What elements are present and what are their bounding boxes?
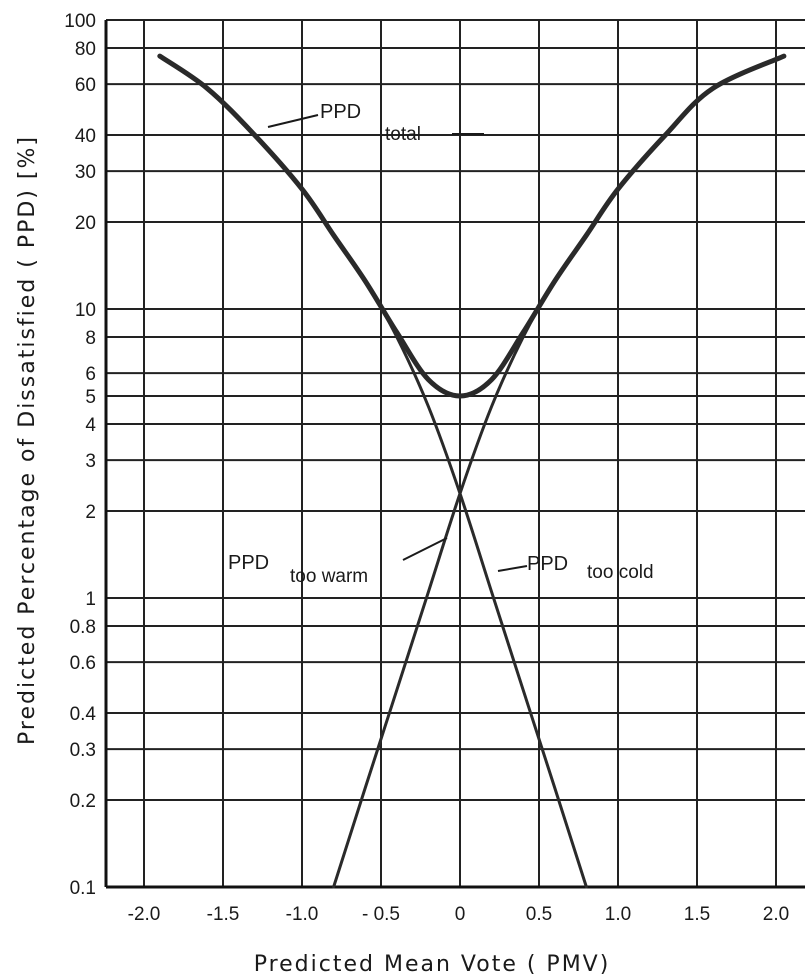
- y-tick-label: 20: [75, 213, 96, 234]
- ppd-warm-sub: too warm: [290, 566, 368, 587]
- annotations: PPD total PPD too warm PPD too cold: [228, 101, 654, 587]
- x-tick-label: 1.0: [605, 904, 631, 925]
- y-tick-label: 5: [85, 387, 96, 408]
- y-tick-label: 100: [64, 11, 96, 32]
- curves: [157, 53, 787, 889]
- ppd-total-pointer: [267, 114, 319, 128]
- x-tick-label: -2.0: [128, 904, 161, 925]
- y-tick-label: 0.6: [70, 653, 96, 674]
- y-tick-label: 10: [75, 300, 96, 321]
- x-tick-label: -1.5: [207, 904, 240, 925]
- ppd-warm-pointer: [402, 537, 448, 561]
- ppd-total-label: PPD: [320, 101, 361, 123]
- y-tick-label: 0.1: [70, 878, 96, 899]
- ppd-cold-sub: too cold: [587, 562, 654, 583]
- x-tick-label: 1.5: [684, 904, 710, 925]
- x-tick-label: 0: [455, 904, 466, 925]
- ppd-warm-label: PPD: [228, 552, 269, 574]
- y-tick-label: 0.4: [70, 704, 97, 725]
- x-tick-label: 0.5: [526, 904, 552, 925]
- x-tick-label: - 0.5: [362, 904, 400, 925]
- y-tick-label: 40: [75, 126, 96, 147]
- y-tick-label: 0.3: [70, 740, 96, 761]
- y-tick-label: 30: [75, 162, 96, 183]
- y-tick-label: 0.2: [70, 791, 96, 812]
- ppd-cold-label: PPD: [527, 553, 568, 575]
- y-tick-label: 8: [85, 328, 96, 349]
- y-tick-label: 80: [75, 39, 96, 60]
- ppd-total-sub: total: [385, 124, 421, 145]
- y-axis-title: Predicted Percentage of Dissatisfied ( P…: [15, 135, 40, 745]
- y-tick-label: 6: [85, 364, 96, 385]
- y-tick-label: 4: [85, 415, 96, 436]
- ppd-too-warm-curve: [332, 54, 786, 889]
- ppd-too-cold-curve: [158, 54, 588, 889]
- x-axis-title: Predicted Mean Vote ( PMV): [254, 952, 611, 977]
- grid: [104, 19, 805, 889]
- y-tick-label: 60: [75, 75, 96, 96]
- tick-labels: -2.0 -1.5 -1.0 - 0.5 0 0.5 1.0 1.5 2.0 0.1 0.2 0.3 0…: [64, 11, 789, 925]
- ppd-cold-pointer: [497, 565, 528, 572]
- y-tick-label: 3: [85, 451, 96, 472]
- y-tick-label: 2: [85, 502, 96, 523]
- x-tick-label: -1.0: [286, 904, 319, 925]
- y-tick-label: 1: [85, 589, 96, 610]
- y-tick-label: 0.8: [70, 617, 96, 638]
- x-tick-label: 2.0: [763, 904, 789, 925]
